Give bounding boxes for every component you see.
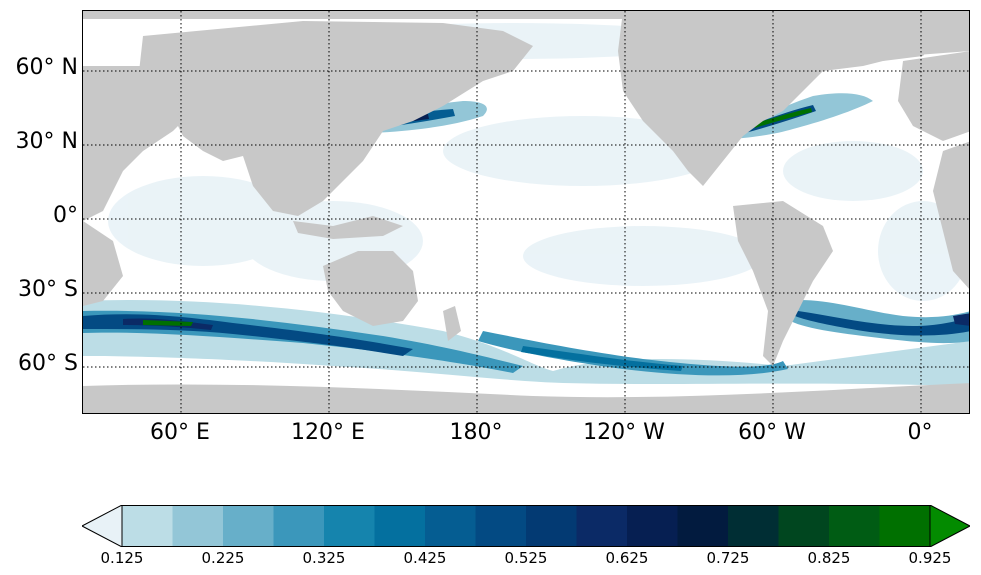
colorbar-tick-label: 0.325: [302, 549, 346, 567]
land-australia: [323, 251, 418, 326]
colorbar-segment: [879, 505, 931, 547]
colorbar: [82, 505, 970, 547]
colorbar-tick-label: 0.225: [201, 549, 245, 567]
colorbar-segment: [627, 505, 678, 547]
lat-label-30n: 30° N: [15, 129, 78, 154]
graticule: [83, 11, 969, 413]
land-eurasia: [138, 21, 533, 216]
lon-label-120w: 120° W: [583, 420, 665, 445]
southern-ocean-band: [83, 300, 969, 386]
colorbar-tick-label: 0.925: [908, 549, 952, 567]
colorbar-tick-label: 0.125: [100, 549, 144, 567]
colorbar-segment: [425, 505, 476, 547]
colorbar-border: [121, 505, 931, 547]
map-panel: [82, 10, 970, 414]
colorbar-segment: [223, 505, 274, 547]
colorbar-segment: [475, 505, 527, 547]
colorbar-tick-label: 0.425: [403, 549, 447, 567]
colorbar-segment: [273, 505, 325, 547]
colorbar-segment: [324, 505, 375, 547]
colorbar-segment: [374, 505, 426, 547]
land: [83, 11, 969, 413]
lat-label-60s: 60° S: [18, 351, 78, 376]
colorbar-segment: [829, 505, 880, 547]
colorbar-tick-label: 0.525: [504, 549, 548, 567]
land-africa-east: [933, 141, 969, 289]
colorbar-segment: [677, 505, 729, 547]
lat-label-0: 0°: [53, 203, 78, 228]
land-south-america: [733, 201, 833, 366]
lon-label-0: 0°: [907, 420, 933, 445]
colorbar-segment: [122, 505, 173, 547]
lat-label-30s: 30° S: [18, 277, 78, 302]
colorbar-extend-max: [929, 505, 970, 547]
colorbar-extend-min: [82, 505, 123, 547]
colorbar-segment: [172, 505, 224, 547]
land-europe: [898, 51, 969, 141]
colorbar-segment: [778, 505, 830, 547]
colorbar-segment: [576, 505, 628, 547]
world-map: [83, 11, 969, 413]
lon-label-180: 180°: [449, 420, 503, 445]
land-antarctica: [83, 383, 969, 413]
colorbar-tick-label: 0.725: [706, 549, 750, 567]
land-africa-south: [83, 221, 123, 306]
lat-label-60n: 60° N: [15, 55, 78, 80]
colorbar-segment: [526, 505, 577, 547]
colorbar-tick-label: 0.625: [605, 549, 649, 567]
lon-label-60w: 60° W: [738, 420, 806, 445]
colorbar-segment: [728, 505, 779, 547]
land-indonesia: [293, 216, 403, 239]
gulf-stream: [723, 93, 873, 139]
lon-label-60e: 60° E: [150, 420, 210, 445]
lon-label-120e: 120° E: [291, 420, 365, 445]
colorbar-tick-label: 0.825: [807, 549, 851, 567]
